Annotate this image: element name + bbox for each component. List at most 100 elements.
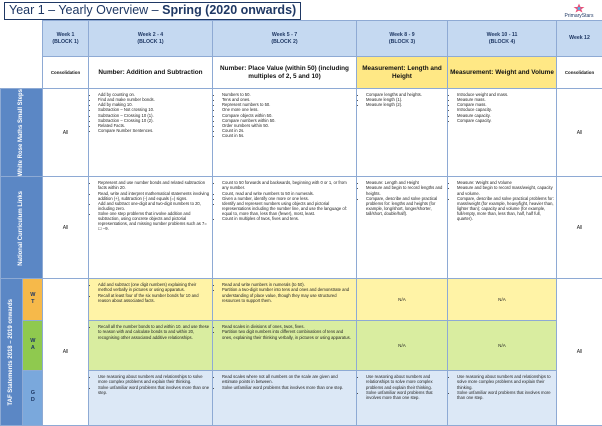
bullet-list: Read and write numbers in numerals (to 5… (213, 282, 356, 303)
bullet-item: Recall all the number bonds to and withi… (98, 324, 210, 339)
content-cell: Introduce weight and mass.Measure mass.C… (448, 89, 557, 177)
content-cell: Use reasoning about numbers and relation… (357, 371, 448, 426)
blank-cell (1, 57, 43, 89)
logo-icon (573, 3, 585, 13)
content-cell: Recall all the number bonds to and withi… (89, 321, 213, 371)
bullet-item: Count to 50 forwards and backwards, begi… (222, 180, 354, 190)
bullet-item: Identify and represent numbers using obj… (222, 201, 354, 216)
logo-text: PrimaryStars (562, 13, 596, 19)
cell-text: All (63, 130, 69, 136)
cell-text: All (577, 130, 583, 136)
bullet-item: Partition a two-digit number into tens a… (222, 287, 354, 302)
block-label: (BLOCK 3) (357, 39, 447, 45)
content-cell: Add and subtract (one digit numbers) exp… (89, 279, 213, 321)
bullet-item: Use reasoning about numbers and relation… (98, 374, 210, 384)
week-header: Week 12 (557, 21, 602, 57)
week-label: Week 12 (557, 35, 602, 41)
bullet-item: Count in multiples of twos, fives and te… (222, 216, 354, 221)
content-cell: Use reasoning about numbers and relation… (89, 371, 213, 426)
topic-cell: Measurement: Length and Height (357, 57, 448, 89)
row-label: National Curriculum Links (1, 177, 43, 279)
bullet-item: Solve unfamiliar word problems that invo… (366, 390, 445, 400)
bullet-list: Add by counting on.Find and make number … (89, 92, 212, 133)
table-row: Consolidation Number: Addition and Subtra… (1, 57, 602, 89)
content-cell: Measure: Weight and VolumeMeasure and be… (448, 177, 557, 279)
cell-text: N/A (398, 297, 406, 302)
bullet-list: Introduce weight and mass.Measure mass.C… (448, 92, 556, 123)
row-label-text: TAF Statements 2018 – 2019 onwards (8, 299, 15, 406)
bullet-list: Represent and use number bonds and relat… (89, 180, 212, 231)
content-cell: All (43, 279, 89, 426)
bullet-item: Use reasoning about numbers and relation… (457, 374, 554, 389)
content-cell: N/A (448, 279, 557, 321)
bullet-item: Count in 5s. (222, 133, 354, 138)
content-cell: Read and write numbers in numerals (to 5… (213, 279, 357, 321)
content-cell: N/A (357, 321, 448, 371)
table-row: Week 1(BLOCK 1)Week 2 - 4(BLOCK 1)Week 5… (1, 21, 602, 57)
bullet-item: Compare, describe and solve practical pr… (457, 196, 554, 222)
level-code: GD (23, 371, 43, 426)
content-cell: All (557, 89, 602, 177)
topic-cell: Consolidation (557, 57, 602, 89)
content-cell: N/A (448, 321, 557, 371)
bullet-item: Recall at least four of the six number b… (98, 293, 210, 303)
week-header: Week 5 - 7(BLOCK 2) (213, 21, 357, 57)
row-label-text: White Rose Maths Small Steps (18, 89, 25, 176)
content-cell: All (43, 177, 89, 279)
blank-cell (1, 21, 43, 57)
bullet-item: Compare Number Sentences. (98, 128, 210, 133)
week-header: Week 2 - 4(BLOCK 1) (89, 21, 213, 57)
content-cell: Read scales where not all numbers on the… (213, 371, 357, 426)
table-row: White Rose Maths Small Steps All Add by co… (1, 89, 602, 177)
content-cell: Read scales in divisions of ones, twos, … (213, 321, 357, 371)
page: {"header": {"title": "Year 1 – Yearly Ov… (0, 0, 602, 407)
cell-text: All (63, 225, 69, 231)
bullet-item: Measure length (2). (366, 102, 445, 107)
week-header: Week 8 - 9(BLOCK 3) (357, 21, 448, 57)
bullet-list: Use reasoning about numbers and relation… (357, 374, 447, 400)
bullet-item: Compare capacity. (457, 118, 554, 123)
level-code-text: WA (29, 338, 36, 352)
bullet-list: Read scales where not all numbers on the… (213, 374, 356, 389)
term: Spring (2020 onwards) (162, 3, 296, 17)
content-cell: Use reasoning about numbers and relation… (448, 371, 557, 426)
topic-cell: Number: Place Value (within 50) (includi… (213, 57, 357, 89)
table-row: GD Use reasoning about numbers and relati… (1, 371, 602, 426)
block-label: (BLOCK 4) (448, 39, 556, 45)
block-label: (BLOCK 1) (43, 39, 88, 45)
bullet-item: Compare, describe and solve practical pr… (366, 196, 445, 217)
cell-text: N/A (398, 343, 406, 348)
level-code-text: GD (29, 390, 36, 404)
bullet-item: Partition two digit numbers into differe… (222, 329, 354, 339)
cell-text: All (577, 225, 583, 231)
cell-text: N/A (498, 297, 506, 302)
topic-cell: Number: Addition and Subtraction (89, 57, 213, 89)
bullet-item: Solve unfamiliar word problems that invo… (457, 390, 554, 400)
bullet-item: Represent and use number bonds and relat… (98, 180, 210, 190)
bullet-list: Add and subtract (one digit numbers) exp… (89, 282, 212, 303)
bullet-item: Add and subtract one-digit and two-digit… (98, 201, 210, 211)
bullet-list: Read scales in divisions of ones, twos, … (213, 324, 356, 339)
bullet-list: Compare lengths and heights.Measure leng… (357, 92, 447, 107)
cell-text: N/A (498, 343, 506, 348)
content-cell: Represent and use number bonds and relat… (89, 177, 213, 279)
week-header: Week 10 - 11(BLOCK 4) (448, 21, 557, 57)
cell-text: All (63, 349, 69, 355)
title-box: Year 1 – Yearly Overview – Spring (2020 … (4, 2, 301, 20)
cell-text: All (577, 349, 583, 355)
bullet-item: Read, write and interpret mathematical s… (98, 191, 210, 201)
content-cell: N/A (357, 279, 448, 321)
table-row: National Curriculum Links All Represent an… (1, 177, 602, 279)
block-label: (BLOCK 1) (89, 39, 212, 45)
bullet-item: Read scales where not all numbers on the… (222, 374, 354, 384)
bullet-item: Add and subtract (one digit numbers) exp… (98, 282, 210, 292)
content-cell: Compare lengths and heights.Measure leng… (357, 89, 448, 177)
bullet-item: Solve unfamiliar word problems that invo… (222, 385, 354, 390)
bullet-list: Numbers to 50.Tens and ones.Represent nu… (213, 92, 356, 138)
week-header: Week 1(BLOCK 1) (43, 21, 89, 57)
content-cell: All (557, 177, 602, 279)
bullet-item: Use reasoning about numbers and relation… (366, 374, 445, 389)
bullet-item: Solve unfamiliar word problems that invo… (98, 385, 210, 395)
